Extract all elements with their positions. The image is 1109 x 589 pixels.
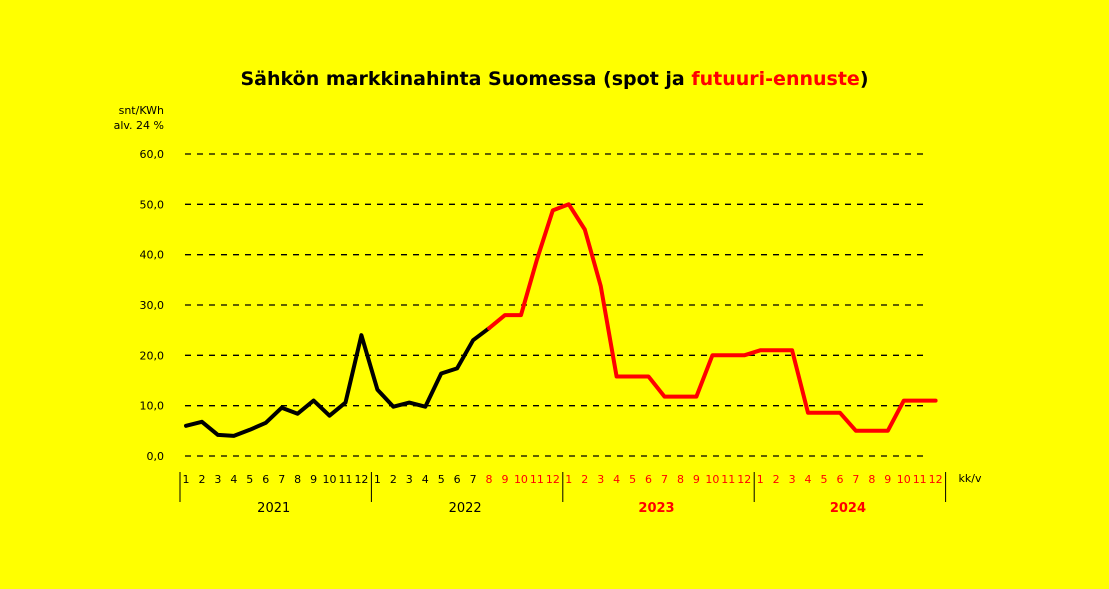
x-month-label: 2 [390,473,397,486]
x-month-label: 8 [677,473,684,486]
x-month-label: 3 [214,473,221,486]
x-month-label: 9 [884,473,891,486]
x-year-label: 2022 [449,501,482,516]
y-axis-unit-label: snt/KWh [118,104,164,117]
x-month-label: 9 [502,473,509,486]
x-month-label: 11 [913,473,927,486]
x-month-label: 8 [486,473,493,486]
x-month-label: 10 [323,473,337,486]
x-month-label: 3 [597,473,604,486]
x-month-label: 6 [836,473,843,486]
x-month-label: 9 [693,473,700,486]
x-month-label: 1 [565,473,572,486]
x-month-label: 5 [246,473,253,486]
x-month-label: 7 [470,473,477,486]
x-month-label: 4 [613,473,620,486]
x-month-label: 8 [868,473,875,486]
x-month-label: 7 [278,473,285,486]
y-tick-label: 60,0 [140,148,165,161]
chart-title-main: Sähkön markkinahinta Suomessa (spot ja [240,68,692,90]
y-tick-label: 40,0 [140,249,165,262]
chart-title: Sähkön markkinahinta Suomessa (spot ja f… [0,68,1109,90]
chart-title-forecast: futuuri-ennuste [691,68,860,90]
x-month-label: 12 [354,473,368,486]
x-month-label: 11 [721,473,735,486]
x-month-label: 10 [514,473,528,486]
x-month-label: 1 [757,473,764,486]
x-month-label: 7 [852,473,859,486]
y-tick-label: 20,0 [140,349,165,362]
x-month-label: 1 [183,473,190,486]
x-month-label: 6 [454,473,461,486]
x-month-label: 6 [645,473,652,486]
x-month-label: 6 [262,473,269,486]
x-axis-label: kk/v [959,472,982,485]
x-month-label: 2 [581,473,588,486]
x-month-label: 9 [310,473,317,486]
futures-forecast-line [487,202,938,433]
x-month-label: 12 [546,473,560,486]
x-month-label: 12 [929,473,943,486]
x-month-label: 4 [422,473,429,486]
y-axis-vat-label: alv. 24 % [113,119,164,132]
spot-price-line [184,326,492,438]
x-month-label: 4 [230,473,237,486]
x-month-label: 8 [294,473,301,486]
x-month-label: 11 [530,473,544,486]
x-month-label: 5 [821,473,828,486]
x-year-label: 2024 [830,501,866,516]
x-month-label: 2 [198,473,205,486]
x-month-label: 2 [773,473,780,486]
x-year-label: 2021 [257,501,290,516]
chart-title-close: ) [859,68,869,90]
x-month-label: 10 [705,473,719,486]
x-month-label: 5 [629,473,636,486]
y-tick-label: 30,0 [140,299,165,312]
y-tick-label: 10,0 [140,400,165,413]
y-tick-label: 0,0 [147,450,165,463]
x-month-label: 1 [374,473,381,486]
y-tick-label: 50,0 [140,198,165,211]
x-year-label: 2023 [638,501,674,516]
x-month-label: 12 [737,473,751,486]
x-month-label: 7 [661,473,668,486]
x-month-label: 5 [438,473,445,486]
x-month-label: 3 [789,473,796,486]
x-month-label: 3 [406,473,413,486]
x-month-label: 4 [805,473,812,486]
x-month-label: 10 [897,473,911,486]
x-month-label: 11 [339,473,353,486]
